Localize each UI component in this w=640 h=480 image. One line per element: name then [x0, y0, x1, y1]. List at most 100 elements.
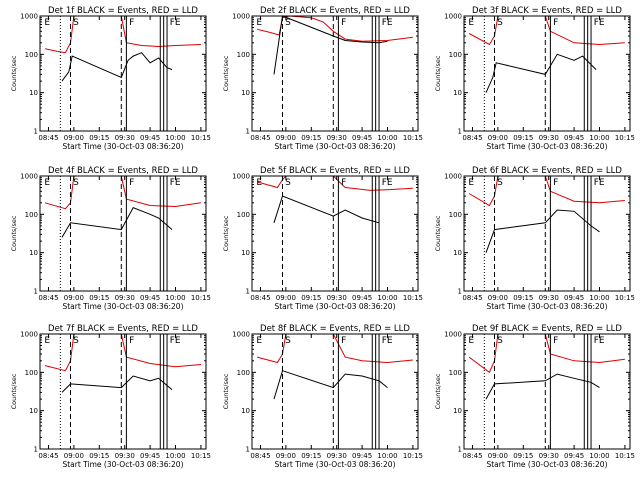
x-tick-label: 09:30 [115, 294, 135, 302]
y-axis-label: Counts/sec [434, 373, 442, 409]
x-tick-label: 10:00 [165, 294, 185, 302]
chart-panel-3: Det 3f BLACK = Events, RED = LLD E S F FE 1 10… [434, 6, 635, 151]
x-tick-label: 09:45 [140, 134, 160, 142]
chart-title: Det 2f BLACK = Events, RED = LLD [260, 6, 410, 16]
x-tick-label: 10:00 [589, 294, 609, 302]
y-axis-label: Counts/sec [434, 55, 442, 91]
x-axis-label: Start Time (30-Oct-03 08:36:20) [274, 302, 395, 311]
marker-label: S [497, 178, 503, 188]
x-axis-label: Start Time (30-Oct-03 08:36:20) [62, 142, 183, 151]
chart-title: Det 4f BLACK = Events, RED = LLD [48, 166, 198, 176]
x-tick-label: 09:15 [513, 294, 533, 302]
chart-panel-5: Det 5f BLACK = Events, RED = LLD E S F FE 1 10… [222, 166, 423, 311]
series-line-black [273, 370, 388, 400]
y-tick-label: 1000 [20, 173, 38, 181]
x-tick-label: 09:30 [327, 134, 347, 142]
x-tick-label: 09:00 [64, 294, 84, 302]
series-line-black [61, 375, 173, 393]
chart-panel-1: Det 1f BLACK = Events, RED = LLD E S F FE 1 10… [10, 6, 211, 151]
series-line-black [485, 209, 600, 253]
chart-title: Det 1f BLACK = Events, RED = LLD [48, 6, 198, 16]
x-tick-label: 09:30 [327, 294, 347, 302]
series-line-black [61, 206, 173, 238]
series-line-black [485, 373, 600, 400]
marker-label: S [73, 18, 79, 28]
x-tick-label: 09:30 [539, 134, 559, 142]
marker-label: E [468, 336, 474, 346]
chart-panel-2: Det 2f BLACK = Events, RED = LLD E S F FE 1 10… [222, 6, 423, 151]
chart-panel-8: Det 8f BLACK = Events, RED = LLD E S F FE 1 10… [222, 324, 423, 469]
y-tick-label: 1 [34, 446, 38, 454]
series-line-red [256, 15, 413, 42]
marker-label: E [468, 178, 474, 188]
marker-label: F [553, 18, 558, 28]
x-tick-label: 10:00 [165, 452, 185, 460]
x-tick-label: 08:45 [38, 134, 58, 142]
marker-label: FE [170, 178, 181, 188]
y-axis-label: Counts/sec [222, 55, 230, 91]
marker-label: S [73, 178, 79, 188]
y-tick-label: 10 [29, 89, 38, 97]
x-axis-label: Start Time (30-Oct-03 08:36:20) [62, 460, 183, 469]
x-tick-label: 10:15 [191, 294, 211, 302]
marker-label: E [256, 18, 262, 28]
x-tick-label: 10:15 [403, 452, 423, 460]
marker-label: S [497, 18, 503, 28]
marker-label: F [129, 178, 134, 188]
y-tick-label: 10 [453, 249, 462, 257]
x-tick-label: 08:45 [462, 134, 482, 142]
marker-label: F [129, 18, 134, 28]
x-tick-label: 09:45 [564, 452, 584, 460]
y-tick-label: 1 [246, 288, 250, 296]
marker-label: E [256, 178, 262, 188]
y-tick-label: 1000 [232, 173, 250, 181]
y-tick-label: 1 [458, 446, 462, 454]
marker-label: FE [382, 18, 393, 28]
x-tick-label: 09:15 [301, 294, 321, 302]
y-axis-label: Counts/sec [10, 215, 18, 251]
marker-label: FE [382, 178, 393, 188]
x-axis-label: Start Time (30-Oct-03 08:36:20) [486, 460, 607, 469]
marker-label: E [468, 18, 474, 28]
y-axis-label: Counts/sec [10, 373, 18, 409]
y-tick-label: 10 [453, 89, 462, 97]
y-tick-label: 10 [29, 249, 38, 257]
plot-frame [39, 333, 207, 450]
plot-frame [39, 15, 207, 132]
marker-label: F [341, 178, 346, 188]
marker-label: F [553, 336, 558, 346]
x-axis-label: Start Time (30-Oct-03 08:36:20) [274, 142, 395, 151]
x-tick-label: 08:45 [250, 452, 270, 460]
marker-label: E [44, 178, 50, 188]
series-line-black [273, 195, 380, 224]
x-tick-label: 09:30 [115, 134, 135, 142]
y-tick-label: 1000 [444, 331, 462, 339]
marker-label: E [44, 336, 50, 346]
y-tick-label: 100 [449, 211, 462, 219]
chart-title: Det 9f BLACK = Events, RED = LLD [472, 324, 622, 334]
chart-panel-4: Det 4f BLACK = Events, RED = LLD E S F FE 1 10… [10, 166, 211, 311]
y-tick-label: 1000 [20, 13, 38, 21]
x-tick-label: 10:15 [191, 452, 211, 460]
series-line-black [485, 53, 597, 93]
y-tick-label: 1 [458, 128, 462, 136]
y-axis-label: Counts/sec [222, 215, 230, 251]
marker-label: FE [170, 336, 181, 346]
y-tick-label: 1 [246, 446, 250, 454]
series-line-black [61, 52, 173, 82]
y-tick-label: 100 [25, 51, 38, 59]
x-tick-label: 08:45 [250, 294, 270, 302]
x-tick-label: 09:15 [513, 452, 533, 460]
x-tick-label: 09:45 [352, 452, 372, 460]
x-tick-label: 09:15 [513, 134, 533, 142]
y-tick-label: 1000 [232, 331, 250, 339]
x-axis-label: Start Time (30-Oct-03 08:36:20) [486, 142, 607, 151]
marker-label: FE [594, 336, 605, 346]
marker-label: FE [170, 18, 181, 28]
x-tick-label: 09:00 [488, 452, 508, 460]
x-tick-label: 09:30 [115, 452, 135, 460]
x-tick-label: 10:15 [191, 134, 211, 142]
x-tick-label: 09:45 [140, 294, 160, 302]
chart-panel-7: Det 7f BLACK = Events, RED = LLD E S F FE 1 10… [10, 324, 211, 469]
